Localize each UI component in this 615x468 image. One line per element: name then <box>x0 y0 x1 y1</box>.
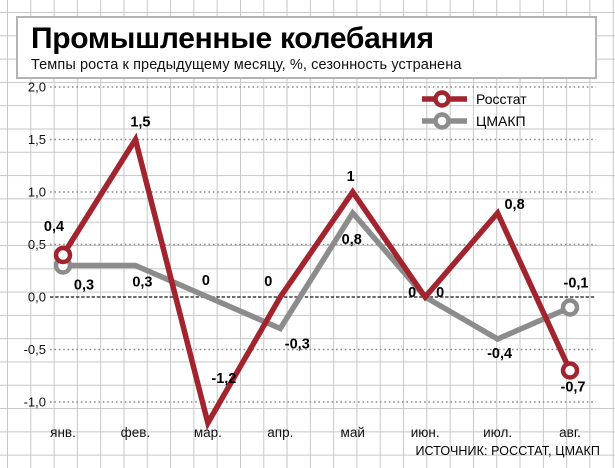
data-label-rosstat: 0 <box>408 285 416 301</box>
data-label-cmakp: -0,1 <box>564 276 589 292</box>
data-label-rosstat: 1 <box>347 169 355 185</box>
chart-title: Промышленные колебания <box>31 22 434 55</box>
x-tick-label: май <box>341 425 365 440</box>
x-tick-label: янв. <box>50 425 76 440</box>
data-label-rosstat: 0,4 <box>44 219 64 235</box>
point-marker-rosstat <box>560 361 580 380</box>
data-label-cmakp: 0,3 <box>74 278 94 294</box>
legend-label-cmakp: ЦМАКП <box>476 113 526 129</box>
y-tick-label: 1,5 <box>28 132 46 147</box>
legend-item-rosstat: Росстат <box>421 88 527 110</box>
data-label-cmakp: 0,3 <box>132 275 152 291</box>
y-tick-label: 0,0 <box>28 290 46 305</box>
x-tick-label: фев. <box>121 425 151 440</box>
title-box: Промышленные колебания Темпы роста к пре… <box>16 16 597 79</box>
chart-subtitle: Темпы роста к предыдущему месяцу, %, сез… <box>31 56 462 73</box>
point-marker-rosstat <box>53 245 73 265</box>
y-tick-label: 0,5 <box>28 237 46 252</box>
x-tick-label: июл. <box>483 425 512 440</box>
legend: Росстат ЦМАКП <box>421 88 527 132</box>
y-tick-label: -1,0 <box>24 395 46 410</box>
y-tick-label: -0,5 <box>24 342 46 357</box>
y-tick-label: 2,0 <box>28 80 46 95</box>
line-rosstat <box>60 132 573 431</box>
point-marker-cmakp <box>560 298 580 317</box>
data-label-rosstat: 0,8 <box>504 197 524 213</box>
data-label-rosstat: 0 <box>264 274 272 290</box>
x-tick-label: мар. <box>194 425 222 440</box>
data-label-rosstat: -1,2 <box>211 371 236 387</box>
data-label-rosstat: -0,7 <box>561 380 586 396</box>
x-tick-label: апр. <box>267 425 293 440</box>
data-label-cmakp: -0,3 <box>285 337 310 353</box>
data-label-cmakp: 0,8 <box>342 232 362 248</box>
data-label-cmakp: 0 <box>202 273 210 289</box>
data-label-rosstat: 1,5 <box>130 115 150 131</box>
y-tick-label: 1,0 <box>28 185 46 200</box>
source-note: ИСТОЧНИК: РОССТАТ, ЦМАКП <box>415 444 600 458</box>
data-label-cmakp: -0,4 <box>487 346 512 362</box>
cmakp-line-swatch <box>422 112 467 130</box>
x-tick-label: июн. <box>411 425 440 440</box>
rosstat-line-swatch <box>422 90 467 108</box>
point-marker-cmakp <box>53 256 73 275</box>
line-cmakp <box>63 208 572 343</box>
x-tick-label: авг. <box>559 425 581 440</box>
legend-item-cmakp: ЦМАКП <box>421 110 527 132</box>
legend-label-rosstat: Росстат <box>476 91 527 107</box>
data-label-cmakp: 0 <box>436 285 444 301</box>
